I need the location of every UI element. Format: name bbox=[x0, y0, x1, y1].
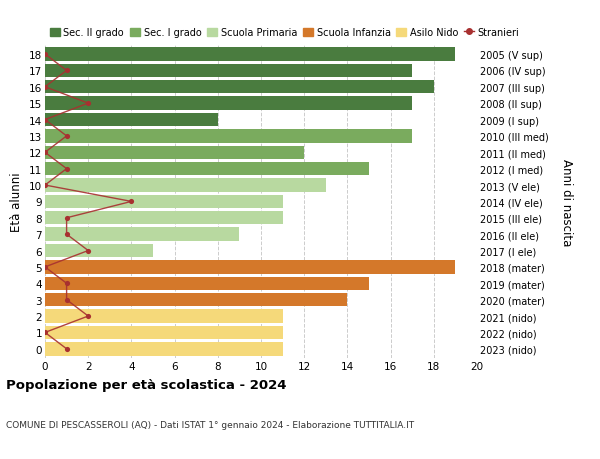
Point bbox=[62, 280, 71, 287]
Bar bbox=[45, 293, 347, 307]
Bar bbox=[45, 65, 412, 78]
Point bbox=[62, 297, 71, 304]
Point bbox=[40, 51, 50, 59]
Bar bbox=[45, 146, 304, 160]
Point bbox=[40, 117, 50, 124]
Point bbox=[62, 67, 71, 75]
Point bbox=[83, 247, 93, 255]
Bar bbox=[45, 48, 455, 62]
Bar bbox=[45, 342, 283, 356]
Point bbox=[83, 313, 93, 320]
Bar bbox=[45, 261, 455, 274]
Bar bbox=[45, 113, 218, 127]
Text: COMUNE DI PESCASSEROLI (AQ) - Dati ISTAT 1° gennaio 2024 - Elaborazione TUTTITAL: COMUNE DI PESCASSEROLI (AQ) - Dati ISTAT… bbox=[6, 420, 414, 429]
Bar bbox=[45, 195, 283, 209]
Bar bbox=[45, 228, 239, 241]
Bar bbox=[45, 310, 283, 323]
Point bbox=[83, 100, 93, 107]
Bar bbox=[45, 130, 412, 143]
Point bbox=[40, 149, 50, 157]
Point bbox=[40, 329, 50, 336]
Point bbox=[62, 215, 71, 222]
Point bbox=[62, 345, 71, 353]
Point bbox=[40, 263, 50, 271]
Bar bbox=[45, 326, 283, 339]
Bar bbox=[45, 244, 153, 257]
Y-axis label: Anni di nascita: Anni di nascita bbox=[560, 158, 572, 246]
Point bbox=[127, 198, 136, 206]
Legend: Sec. II grado, Sec. I grado, Scuola Primaria, Scuola Infanzia, Asilo Nido, Stran: Sec. II grado, Sec. I grado, Scuola Prim… bbox=[50, 28, 520, 38]
Text: Popolazione per età scolastica - 2024: Popolazione per età scolastica - 2024 bbox=[6, 379, 287, 392]
Bar bbox=[45, 97, 412, 111]
Bar bbox=[45, 179, 326, 192]
Bar bbox=[45, 81, 434, 94]
Bar bbox=[45, 277, 369, 291]
Point bbox=[40, 84, 50, 91]
Point bbox=[40, 182, 50, 189]
Point bbox=[62, 133, 71, 140]
Point bbox=[62, 166, 71, 173]
Point bbox=[62, 231, 71, 238]
Bar bbox=[45, 162, 369, 176]
Y-axis label: Età alunni: Età alunni bbox=[10, 172, 23, 232]
Bar bbox=[45, 212, 283, 225]
